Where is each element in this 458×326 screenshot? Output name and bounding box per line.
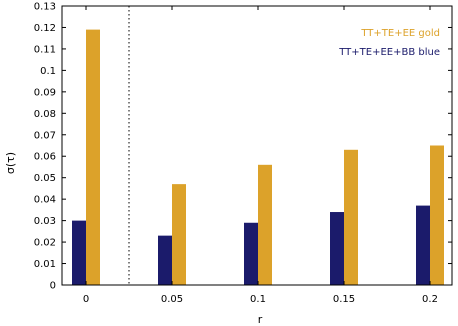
bar-gold-0: [86, 29, 100, 285]
y-tick-label: 0.1: [40, 66, 56, 77]
y-tick-label: 0.05: [34, 173, 56, 184]
y-tick-label: 0.08: [34, 109, 56, 120]
y-axis-label: σ(τ): [4, 152, 17, 174]
y-tick-label: 0.01: [34, 259, 56, 270]
bar-gold-0.1: [258, 164, 272, 285]
bar-gold-0.05: [172, 184, 186, 285]
bars: [72, 29, 444, 285]
bar-blue-0: [72, 220, 86, 285]
plot-frame: [61, 5, 453, 286]
bar-blue-0.1: [244, 222, 258, 285]
x-tick-label: 0.1: [250, 294, 266, 305]
y-tick-label: 0.03: [34, 216, 56, 227]
y-tick-label: 0.12: [34, 23, 56, 34]
y-tick-label: 0.13: [34, 2, 56, 13]
y-tick-label: 0.11: [34, 44, 56, 55]
x-tick-label: 0.2: [422, 294, 438, 305]
bar-gold-0.2: [430, 145, 444, 285]
y-tick-label: 0.06: [34, 152, 56, 163]
y-tick-label: 0: [50, 281, 56, 292]
legend-entry: TT+TE+EE+BB blue: [338, 47, 440, 58]
legend-entry: TT+TE+EE gold: [360, 28, 440, 39]
bar-blue-0.05: [158, 235, 172, 285]
y-tick-label: 0.07: [34, 130, 56, 141]
y-tick-label: 0.04: [34, 195, 56, 206]
legend: TT+TE+EE gold TT+TE+EE+BB blue: [338, 28, 440, 58]
x-tick-label: 0.15: [333, 294, 355, 305]
x-ticks: 0 0.05 0.1 0.15 0.2: [83, 6, 438, 305]
bar-blue-0.2: [416, 205, 430, 285]
bar-blue-0.15: [330, 212, 344, 285]
y-tick-label: 0.02: [34, 238, 56, 249]
axes: [61, 5, 453, 286]
x-tick-label: 0.05: [161, 294, 183, 305]
y-tick-label: 0.09: [34, 87, 56, 98]
x-axis-label: r: [258, 313, 263, 326]
x-tick-label: 0: [83, 294, 89, 305]
y-ticks: 0 0.01 0.02 0.03 0.04 0.05 0.06 0.07 0.08 0.09 0.1…: [34, 2, 452, 292]
bar-gold-0.15: [344, 149, 358, 285]
